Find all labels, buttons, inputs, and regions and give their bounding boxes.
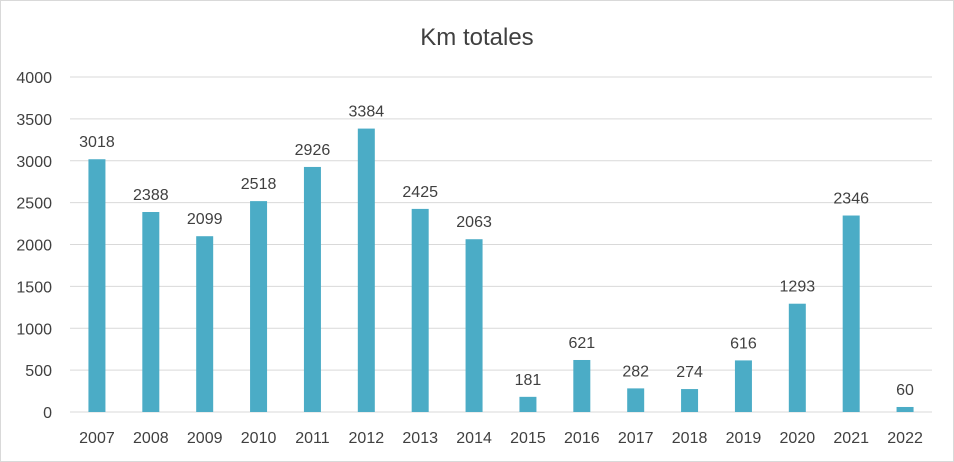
bar-2016 — [573, 359, 591, 412]
x-tick-label: 2022 — [887, 430, 923, 447]
data-label-2015: 181 — [515, 372, 542, 389]
x-tick-label: 2020 — [780, 430, 816, 447]
y-tick-label: 1000 — [16, 321, 52, 338]
y-tick-label: 4000 — [16, 70, 52, 87]
bar-2018 — [681, 389, 699, 412]
y-tick-label: 1500 — [16, 279, 52, 296]
bar-2011 — [303, 166, 321, 412]
bar-2012 — [357, 128, 375, 412]
data-label-2013: 2425 — [402, 184, 438, 201]
x-tick-label: 2011 — [295, 430, 330, 447]
data-label-2007: 3018 — [79, 134, 115, 151]
data-label-2017: 282 — [622, 363, 649, 380]
data-label-2020: 1293 — [780, 279, 816, 296]
bars — [88, 128, 914, 412]
data-label-2009: 2099 — [187, 211, 223, 228]
x-tick-label: 2007 — [79, 430, 115, 447]
data-label-2012: 3384 — [349, 104, 385, 121]
x-tick-label: 2018 — [672, 430, 708, 447]
bar-2020 — [788, 303, 806, 412]
x-tick-label: 2014 — [456, 430, 492, 447]
x-tick-label: 2021 — [833, 430, 869, 447]
y-tick-label: 3000 — [16, 154, 52, 171]
bar-2008 — [142, 212, 160, 412]
y-tick-label: 2500 — [16, 196, 52, 213]
data-label-2019: 616 — [730, 335, 757, 352]
gridlines — [70, 76, 932, 413]
data-label-2011: 2926 — [295, 142, 331, 159]
data-labels: 3018 2388 2099 2518 2926 3384 2425 2063 181 621 28… — [79, 104, 914, 399]
y-axis-ticks: 0 500 1000 1500 2000 2500 3000 3500 4000 — [16, 70, 52, 422]
x-tick-label: 2008 — [133, 430, 169, 447]
x-tick-label: 2010 — [241, 430, 277, 447]
x-tick-label: 2017 — [618, 430, 654, 447]
bar-2019 — [734, 360, 752, 412]
data-label-2008: 2388 — [133, 187, 169, 204]
x-tick-label: 2016 — [564, 430, 600, 447]
bar-2021 — [842, 215, 860, 412]
bar-2014 — [465, 239, 483, 412]
bar-2010 — [250, 201, 268, 412]
y-tick-label: 500 — [25, 363, 52, 380]
y-tick-label: 3500 — [16, 112, 52, 129]
data-label-2021: 2346 — [833, 191, 869, 208]
data-label-2010: 2518 — [241, 176, 277, 193]
y-tick-label: 0 — [43, 405, 52, 422]
data-label-2018: 274 — [676, 364, 703, 381]
x-tick-label: 2019 — [726, 430, 762, 447]
bar-2022 — [896, 406, 914, 412]
x-tick-label: 2015 — [510, 430, 546, 447]
data-label-2016: 621 — [568, 335, 595, 352]
x-tick-label: 2012 — [349, 430, 385, 447]
x-tick-label: 2013 — [402, 430, 438, 447]
chart-title: Km totales — [420, 24, 533, 51]
bar-2015 — [519, 396, 537, 412]
bar-2017 — [627, 388, 645, 412]
data-label-2014: 2063 — [456, 214, 492, 231]
bar-2009 — [196, 236, 214, 412]
bar-2007 — [88, 159, 106, 412]
data-label-2022: 60 — [896, 382, 914, 399]
y-tick-label: 2000 — [16, 238, 52, 255]
bar-2013 — [411, 208, 429, 412]
x-axis-ticks: 2007 2008 2009 2010 2011 2012 2013 2014 2015 2016… — [79, 430, 923, 447]
x-tick-label: 2009 — [187, 430, 223, 447]
